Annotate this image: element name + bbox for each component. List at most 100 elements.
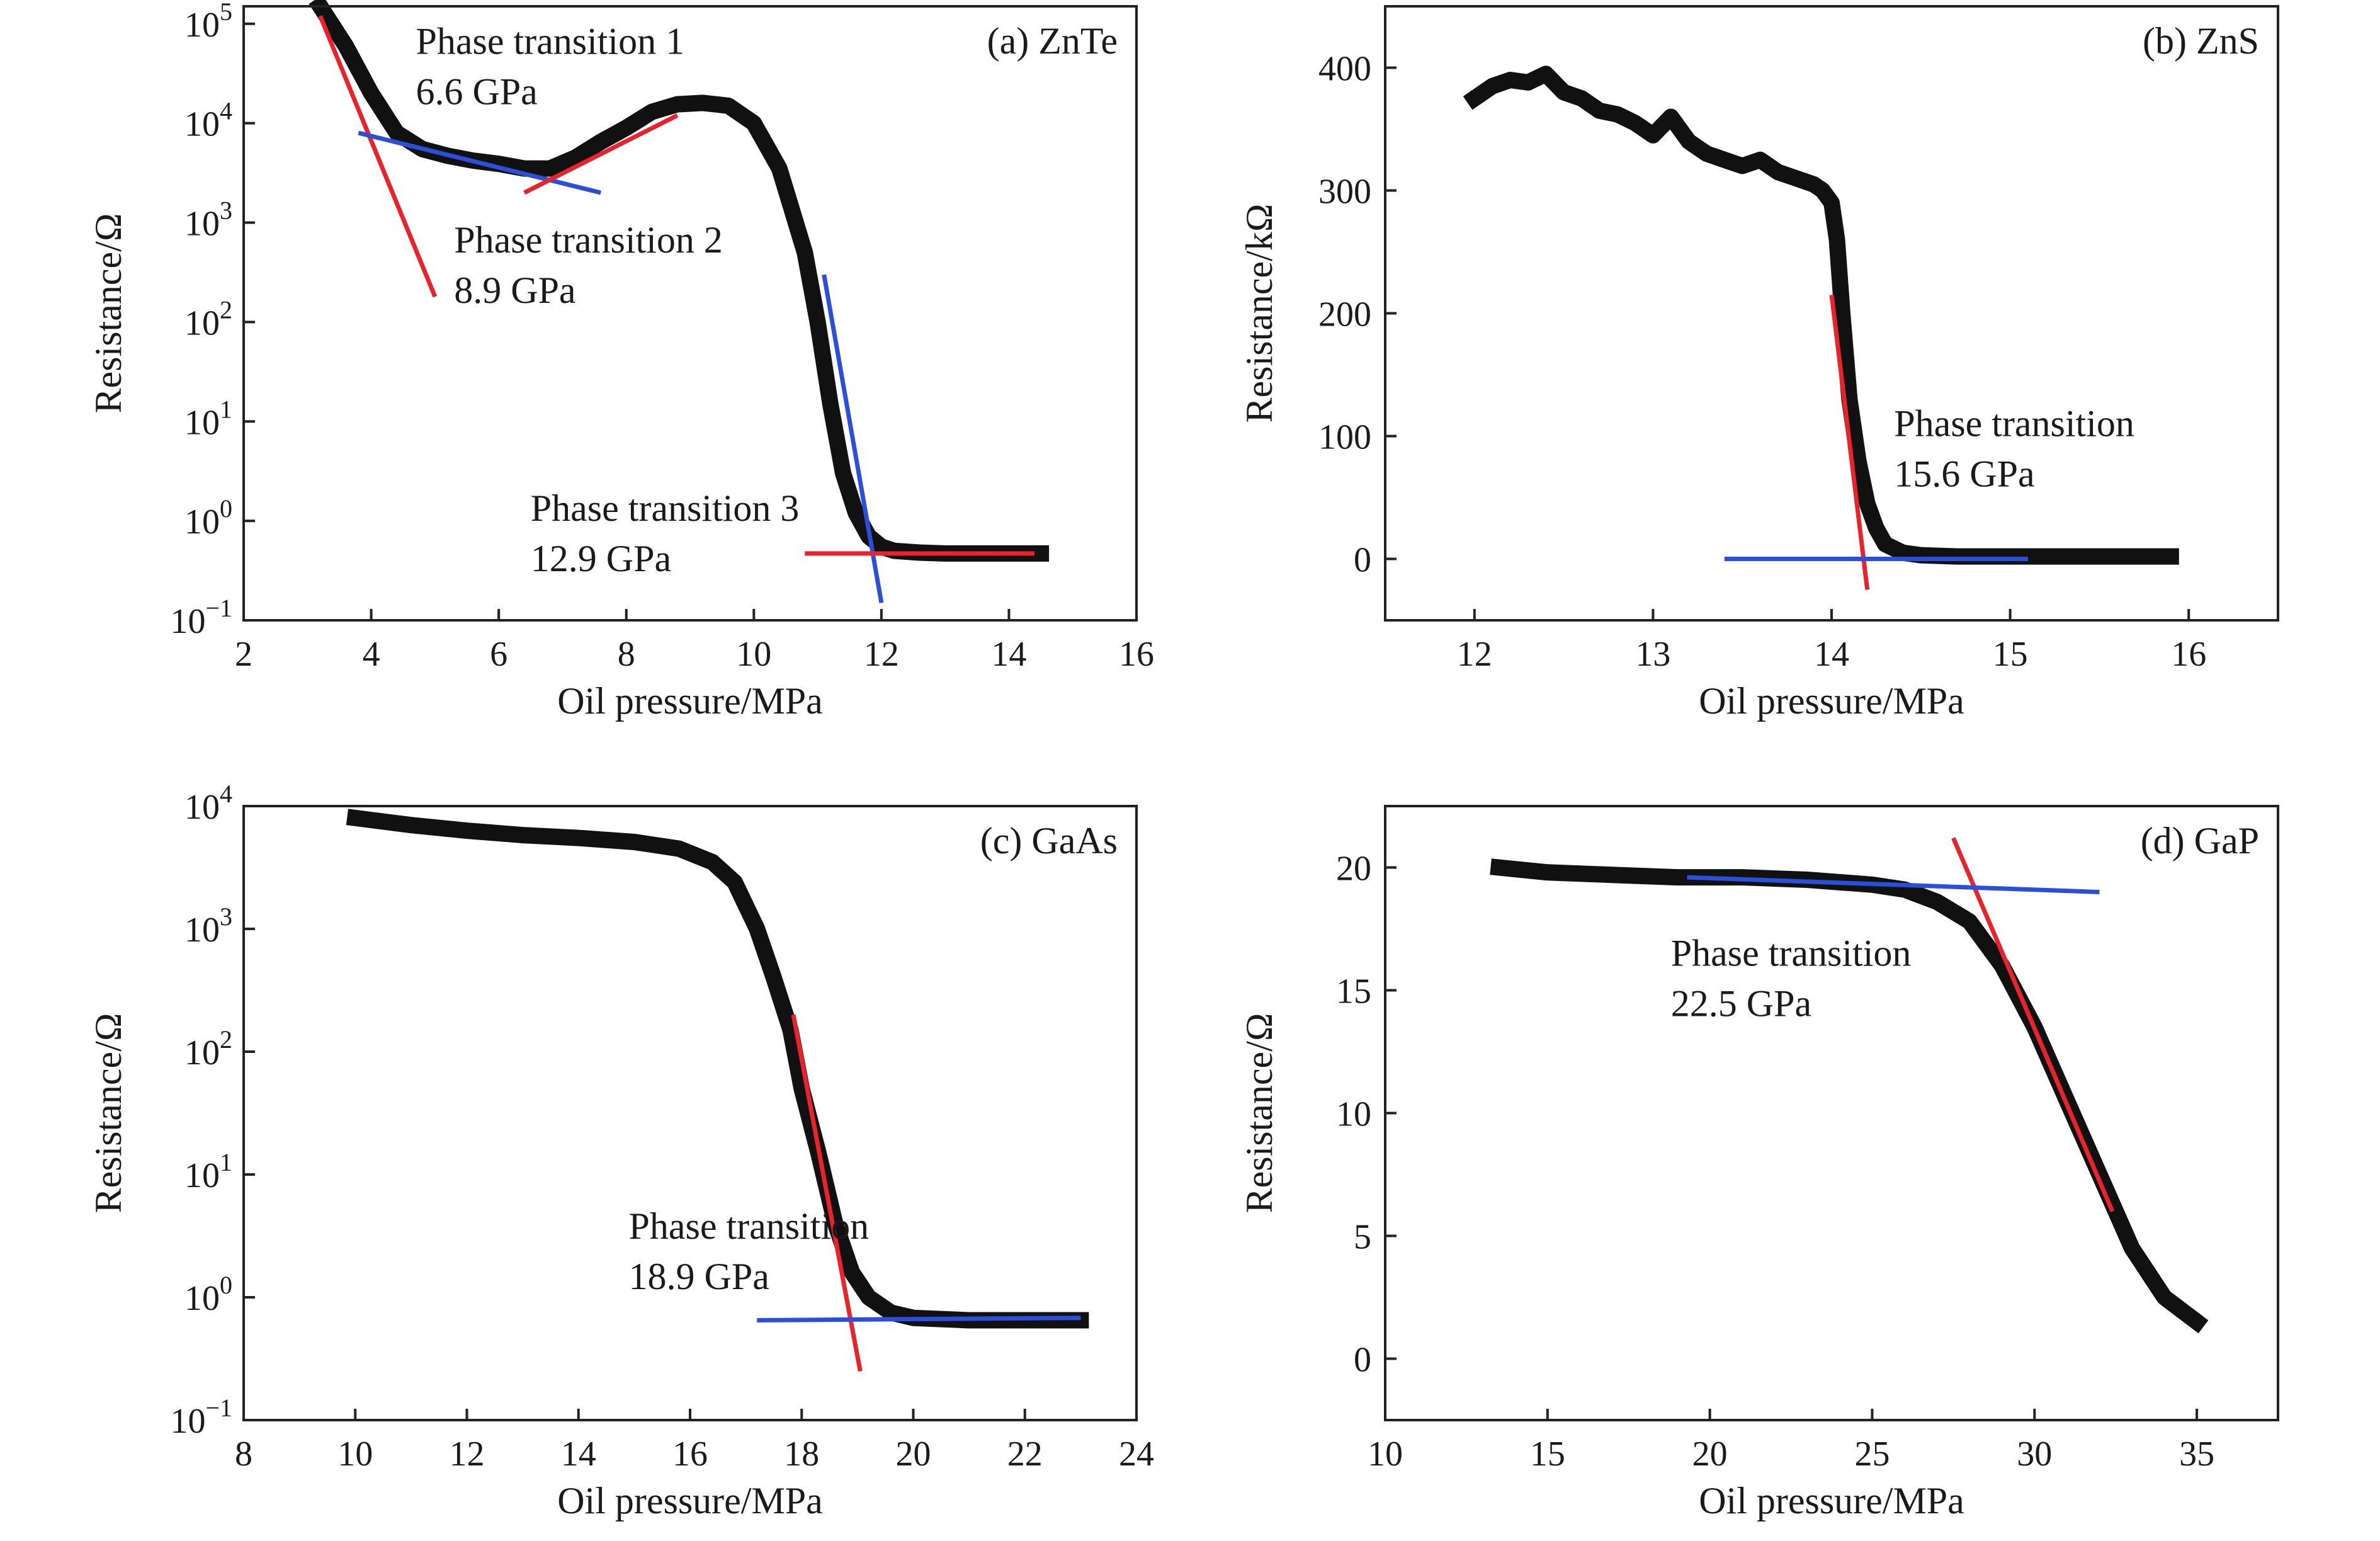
phase-transition-annotation: Phase transition 1: [416, 20, 684, 62]
x-tick-label: 30: [2017, 1435, 2052, 1474]
x-tick-label: 18: [784, 1435, 819, 1474]
data-point: [698, 98, 708, 108]
data-point: [1607, 870, 1618, 880]
data-point: [876, 542, 887, 552]
x-tick-label: 10: [337, 1435, 373, 1474]
data-point: [1577, 93, 1587, 104]
y-tick-label: 10−1: [170, 594, 232, 641]
x-tick-label: 24: [1119, 1435, 1154, 1474]
phase-transition-annotation: 12.9 GPa: [531, 538, 671, 579]
x-tick-label: 14: [1814, 635, 1849, 674]
data-point: [1648, 130, 1658, 140]
data-series-band: [346, 809, 1089, 1329]
panel-label: (c) GaAs: [980, 820, 1118, 861]
data-point: [1827, 198, 1837, 208]
y-tick-label: 103: [184, 196, 232, 244]
data-point: [1493, 862, 1504, 873]
data-point: [707, 856, 718, 867]
data-point: [1612, 109, 1623, 120]
y-tick-exponent: 0: [220, 494, 232, 523]
y-tick-label: 103: [184, 902, 232, 950]
data-point: [1772, 167, 1783, 178]
x-tick-label: 6: [490, 635, 507, 674]
data-point: [1684, 136, 1694, 147]
data-point: [768, 972, 779, 983]
x-axis-label: Oil pressure/MPa: [557, 680, 823, 722]
y-tick-base: 10: [184, 304, 220, 343]
data-point: [596, 137, 606, 147]
data-point: [1036, 548, 1046, 559]
data-point: [518, 830, 528, 841]
y-tick-label: 5: [1354, 1218, 1371, 1257]
blue-fit-line: [822, 274, 884, 603]
x-tick-label: 35: [2179, 1435, 2214, 1474]
data-point: [863, 1292, 874, 1302]
data-point: [729, 877, 740, 887]
x-tick-label: 16: [2171, 635, 2206, 674]
data-point: [2165, 551, 2176, 562]
y-axis-label: Resistance/Ω: [88, 213, 129, 414]
data-point: [838, 468, 849, 479]
data-point: [785, 1025, 796, 1035]
data-point: [1898, 547, 1908, 558]
phase-transition-annotation: Phase transition 2: [454, 219, 723, 261]
phase-transition-annotation: Phase transition: [629, 1205, 870, 1247]
data-point: [1522, 77, 1533, 88]
y-tick-base: 10: [184, 788, 220, 827]
y-tick-base: 10: [184, 911, 220, 950]
x-tick-label: 12: [1457, 635, 1492, 674]
y-axis-label: Resistance/Ω: [88, 1013, 129, 1214]
x-tick-label: 25: [1854, 1435, 1890, 1474]
y-tick-label: 0: [1354, 1341, 1371, 1380]
data-point: [1871, 523, 1881, 533]
data-point: [1853, 455, 1864, 466]
red-fit-line: [318, 14, 438, 298]
data-point: [1630, 118, 1640, 128]
y-tick-label: 10: [1336, 1095, 1371, 1134]
data-point: [545, 163, 555, 174]
y-tick-label: 300: [1318, 173, 1371, 212]
x-axis-label: Oil pressure/MPa: [557, 1480, 823, 1521]
y-tick-exponent: 3: [220, 902, 232, 931]
y-tick-exponent: −1: [205, 1394, 232, 1422]
data-point: [1837, 308, 1847, 319]
y-tick-exponent: 1: [220, 395, 232, 423]
y-axis-label: Resistance/kΩ: [1238, 204, 1280, 423]
x-axis-label: Oil pressure/MPa: [1699, 1480, 1964, 1521]
data-point: [847, 1267, 857, 1278]
phase-transition-annotation: 15.6 GPa: [1894, 453, 2034, 495]
y-tick-label: 100: [1318, 418, 1371, 457]
data-point: [1594, 105, 1605, 116]
data-point: [341, 40, 351, 51]
panel-d-gap: 10 15 20 25 30 35 0 5 10 15 20 Oil pressure/MPa Resi…: [1238, 805, 2279, 1521]
y-tick-exponent: 1: [220, 1148, 232, 1176]
data-point: [1672, 872, 1683, 883]
y-tick-label: 200: [1318, 295, 1371, 334]
data-point: [570, 152, 581, 163]
x-tick-label: 12: [864, 635, 899, 674]
data-point: [1755, 154, 1765, 165]
x-tick-label: 8: [618, 635, 635, 674]
data-point: [1469, 93, 1480, 104]
x-tick-label: 14: [561, 1435, 596, 1474]
y-tick-label: 102: [184, 1025, 232, 1072]
y-tick-exponent: −1: [205, 594, 232, 622]
y-tick-label: 10−1: [170, 1394, 232, 1441]
data-point: [1719, 154, 1730, 165]
data-point: [851, 508, 861, 518]
data-point: [1487, 81, 1498, 91]
y-tick-label: 105: [184, 0, 232, 45]
data-point: [812, 317, 823, 327]
plot-frame: [1384, 805, 2279, 1421]
x-tick-label: 4: [363, 635, 380, 674]
y-tick-label: 102: [184, 295, 232, 343]
blue-fit-line: [757, 1316, 1081, 1322]
y-tick-base: 10: [184, 403, 220, 442]
data-point: [629, 837, 640, 847]
data-point: [621, 122, 632, 133]
y-tick-exponent: 3: [220, 196, 232, 225]
data-point: [405, 820, 416, 831]
y-tick-label: 101: [184, 1148, 232, 1195]
x-tick-label: 12: [450, 1435, 485, 1474]
phase-transition-annotation: Phase transition: [1894, 403, 2134, 445]
